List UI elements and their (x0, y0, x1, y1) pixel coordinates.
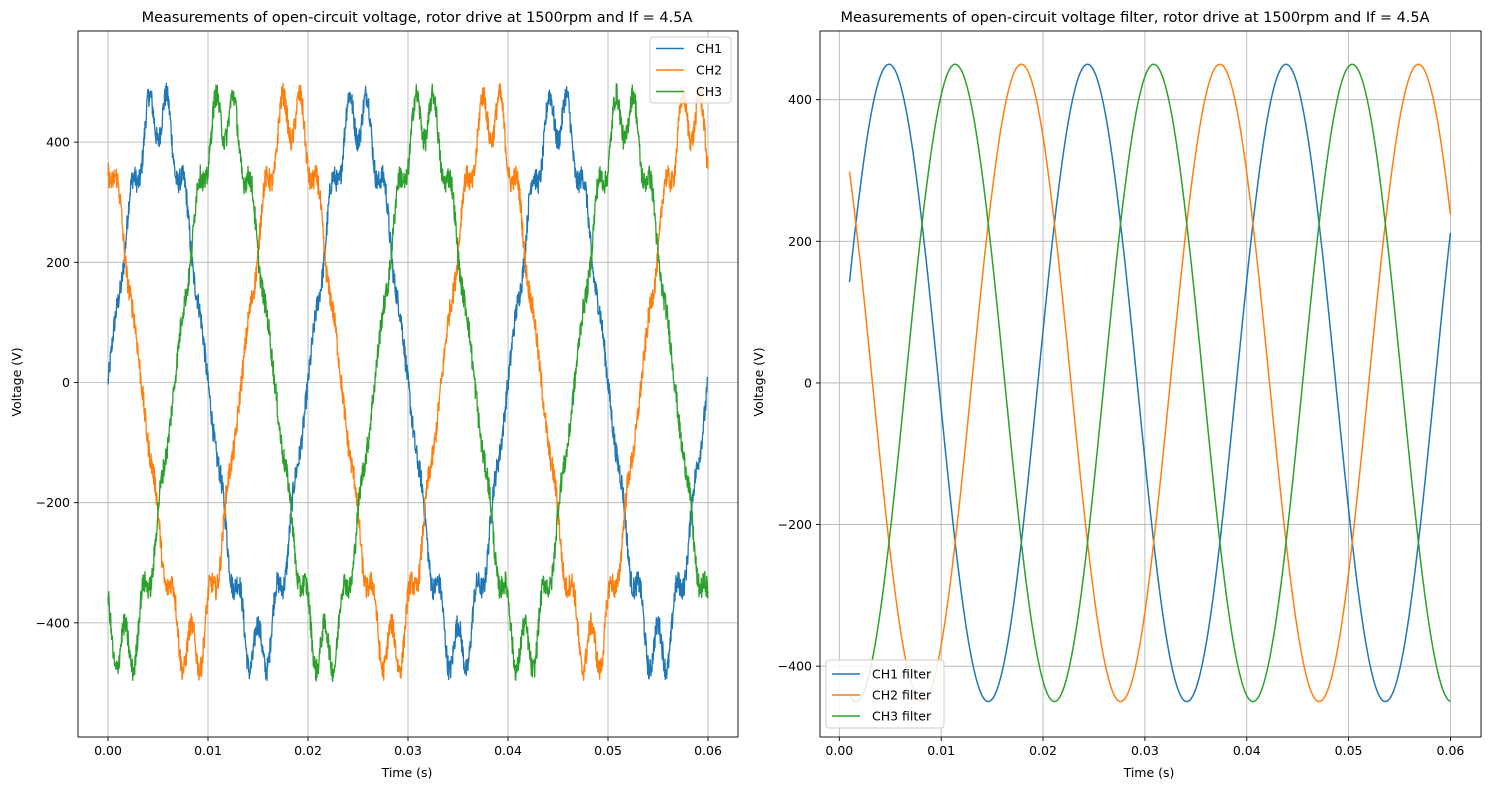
x-tick-label: 0.01 (194, 743, 222, 758)
x-tick-label: 0.00 (825, 743, 853, 758)
series-line-ch3-filter (848, 63, 1451, 703)
chart-open-circuit-voltage-filter: Measurements of open-circuit voltage fil… (751, 10, 1482, 780)
x-tick-label: 0.04 (1233, 743, 1261, 758)
legend-label-ch2-filter: CH2 filter (872, 688, 932, 703)
x-tick-label: 0.02 (294, 743, 322, 758)
x-tick-label: 0.03 (394, 743, 422, 758)
y-axis-label: Voltage (V) (9, 347, 24, 416)
series-line-ch3 (107, 82, 709, 683)
series-line-ch2 (107, 82, 709, 682)
x-tick-label: 0.04 (494, 743, 522, 758)
y-tick-label: −400 (778, 659, 812, 674)
y-tick-label: 400 (788, 92, 812, 107)
series-line-ch1-filter (848, 63, 1452, 703)
x-tick-label: 0.05 (1335, 743, 1363, 758)
legend-box (649, 36, 732, 104)
x-tick-label: 0.06 (694, 743, 722, 758)
legend-box (825, 659, 945, 729)
legend-label-ch2: CH2 (696, 63, 722, 78)
legend: CH1 CH2 CH3 (649, 36, 732, 104)
x-tick-label: 0.01 (927, 743, 955, 758)
chart-title: Measurements of open-circuit voltage fil… (840, 10, 1429, 26)
x-tick-label: 0.00 (94, 743, 122, 758)
y-tick-label: 0 (804, 375, 812, 390)
legend-label-ch1: CH1 (696, 41, 722, 56)
x-tick-label: 0.03 (1131, 743, 1159, 758)
series-line-ch2-filter (848, 63, 1452, 703)
x-tick-label: 0.02 (1029, 743, 1057, 758)
y-tick-label: −400 (36, 615, 70, 630)
x-axis-label: Time (s) (1123, 765, 1175, 780)
y-tick-label: −200 (778, 517, 812, 532)
legend-label-ch3-filter: CH3 filter (872, 709, 932, 724)
legend: CH1 filter CH2 filter CH3 filter (825, 659, 945, 729)
x-axis-label: Time (s) (381, 765, 433, 780)
plot-area (107, 82, 709, 683)
y-tick-label: 200 (46, 255, 70, 270)
y-tick-label: 0 (62, 375, 70, 390)
y-tick-label: 400 (46, 135, 70, 150)
plot-area (848, 63, 1452, 703)
y-tick-label: 200 (788, 234, 812, 249)
tick-marks: 0.00 0.01 0.02 0.03 0.04 0.05 0.06 −400 −200 0 200… (36, 135, 722, 758)
y-axis-label: Voltage (V) (751, 347, 766, 416)
legend-label-ch1-filter: CH1 filter (872, 667, 932, 682)
y-tick-label: −200 (36, 495, 70, 510)
chart-open-circuit-voltage: Measurements of open-circuit voltage, ro… (9, 10, 739, 780)
chart-title: Measurements of open-circuit voltage, ro… (142, 10, 693, 26)
tick-marks: 0.00 0.01 0.02 0.03 0.04 0.05 0.06 −400 −200 0 200… (778, 92, 1465, 758)
series-line-ch1 (107, 82, 709, 682)
legend-label-ch3: CH3 (696, 84, 722, 99)
axes-frame (819, 30, 1482, 738)
x-tick-label: 0.06 (1437, 743, 1465, 758)
x-tick-label: 0.05 (594, 743, 622, 758)
